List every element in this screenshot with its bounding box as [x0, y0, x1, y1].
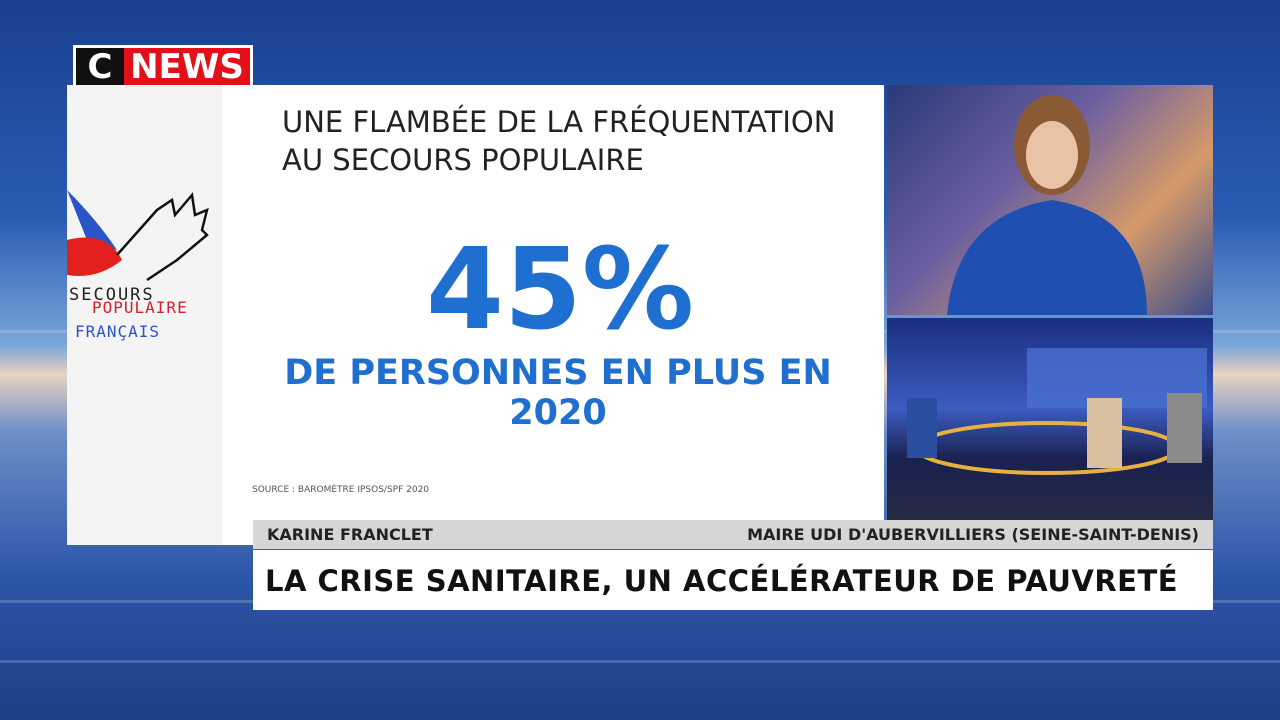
- graphic-title: UNE FLAMBÉE DE LA FRÉQUENTATION AU SECOU…: [282, 103, 835, 179]
- figure-caption: DE PERSONNES EN PLUS EN 2020: [284, 353, 832, 433]
- speaker-name: KARINE FRANCLET: [267, 525, 433, 544]
- key-figure: 45%: [425, 225, 695, 355]
- org-name: SECOURS: [69, 285, 155, 305]
- background-stripe: [0, 660, 1280, 663]
- headline-strap: LA CRISE SANITAIRE, UN ACCÉLÉRATEUR DE P…: [253, 550, 1213, 610]
- title-line: UNE FLAMBÉE DE LA FRÉQUENTATION: [282, 105, 836, 139]
- info-graphic: SECOURS POPULAIRE FRANÇAIS UNE FLAMBÉE D…: [67, 85, 884, 545]
- studio-video: [887, 318, 1213, 520]
- org-name: POPULAIRE: [92, 298, 188, 317]
- title-line: AU SECOURS POPULAIRE: [282, 143, 644, 177]
- studio-scene: [907, 348, 1207, 475]
- source-note: SOURCE : BAROMÈTRE IPSOS/SPF 2020: [252, 485, 430, 495]
- speaker-figure: [947, 95, 1147, 315]
- org-name: FRANÇAIS: [75, 322, 161, 341]
- name-strap: KARINE FRANCLET MAIRE UDI D'AUBERVILLIER…: [253, 520, 1213, 549]
- headline: LA CRISE SANITAIRE, UN ACCÉLÉRATEUR DE P…: [265, 564, 1179, 598]
- speaker-role: MAIRE UDI D'AUBERVILLIERS (SEINE-SAINT-D…: [747, 525, 1199, 544]
- logo-c: C: [76, 48, 124, 87]
- logo-area: SECOURS POPULAIRE FRANÇAIS: [67, 85, 222, 545]
- channel-logo: C NEWS: [73, 45, 253, 90]
- logo-news: NEWS: [124, 48, 250, 87]
- hand-icon: [67, 190, 209, 282]
- speaker-video: [887, 85, 1213, 315]
